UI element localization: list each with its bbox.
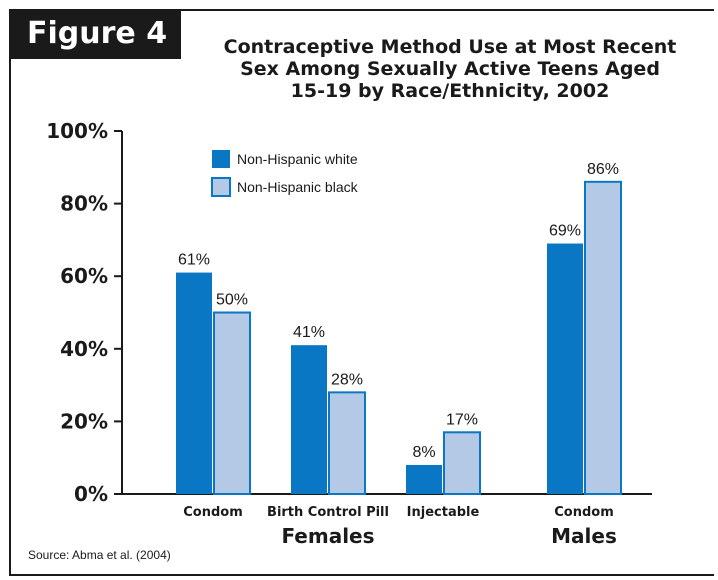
bar-black	[443, 431, 481, 496]
legend-swatch-black	[211, 177, 231, 197]
group-label: Females	[281, 524, 374, 548]
legend-label: Non-Hispanic white	[237, 151, 358, 167]
bar-black	[584, 180, 622, 495]
legend-label: Non-Hispanic black	[237, 179, 359, 195]
bar-black	[328, 391, 366, 495]
category-label: Condom	[183, 505, 243, 520]
figure-frame	[9, 9, 714, 576]
figure-label: Figure 4	[9, 9, 181, 59]
bar-value-label: 61%	[178, 252, 210, 269]
bar-value-label: 50%	[216, 292, 248, 309]
bar-white	[406, 464, 442, 494]
y-tick-label: 80%	[60, 192, 108, 216]
category-label: Birth Control Pill	[267, 505, 389, 520]
bar-white	[547, 243, 583, 494]
bar-white	[176, 272, 212, 494]
bar-white	[291, 345, 327, 494]
chart-title: Contraceptive Method Use at Most Recent …	[190, 36, 710, 102]
bar-value-label: 69%	[549, 223, 581, 240]
category-label: Condom	[554, 505, 614, 520]
category-label: Injectable	[407, 505, 480, 520]
chart-title-line-1: Contraceptive Method Use at Most Recent	[223, 36, 677, 58]
bar-value-label: 86%	[587, 161, 619, 178]
y-tick-label: 40%	[60, 337, 108, 361]
y-tick-label: 20%	[60, 409, 108, 433]
bar-value-label: 28%	[331, 371, 363, 388]
bar-value-label: 8%	[412, 444, 435, 461]
y-tick-label: 0%	[74, 482, 108, 506]
chart-title-line-3: 15-19 by Race/Ethnicity, 2002	[290, 80, 610, 102]
y-tick-label: 60%	[60, 264, 108, 288]
legend-swatch-white	[212, 150, 230, 168]
group-label: Males	[551, 524, 617, 548]
y-tick-label: 100%	[46, 119, 108, 143]
bar-value-label: 17%	[446, 411, 478, 428]
source-note: Source: Abma et al. (2004)	[28, 548, 171, 562]
chart-title-line-2: Sex Among Sexually Active Teens Aged	[240, 58, 660, 80]
bar-black	[213, 311, 251, 495]
bar-value-label: 41%	[293, 324, 325, 341]
